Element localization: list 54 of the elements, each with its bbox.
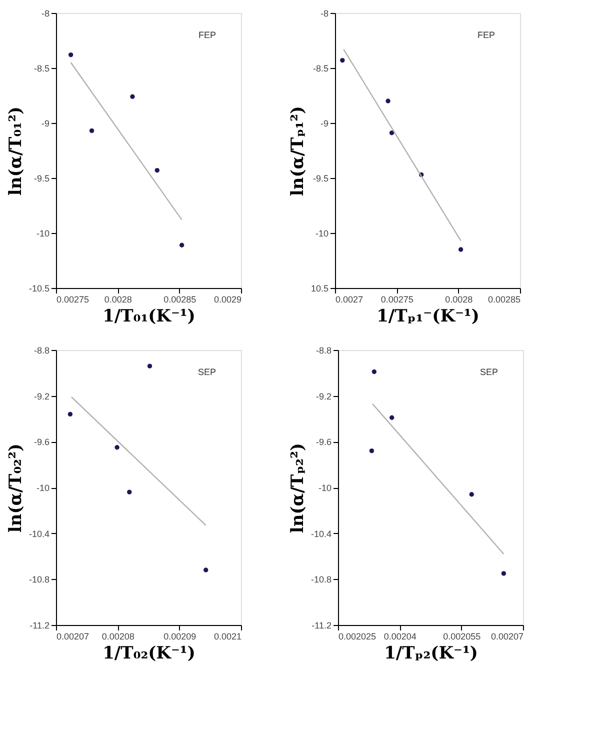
annotation: SEP bbox=[480, 367, 498, 377]
x-axis-title: 1/T₀₁(K⁻¹) bbox=[102, 306, 196, 326]
y-tick-label: -9 bbox=[320, 118, 328, 128]
x-axis-title: 1/Tₚ₂(K⁻¹) bbox=[384, 644, 478, 664]
y-tick-label: -9.6 bbox=[34, 437, 50, 448]
x-tick-label: 0.00207 bbox=[490, 632, 524, 642]
y-tick-label: -9.2 bbox=[316, 391, 332, 402]
y-tick-label: -8 bbox=[41, 8, 50, 18]
y-tick-label: -9 bbox=[41, 118, 50, 128]
x-tick-label: 0.0029 bbox=[214, 294, 242, 304]
x-tick-label: 0.00285 bbox=[488, 294, 520, 304]
y-axis-title: ln(α/T₀₁²) bbox=[6, 106, 26, 196]
y-tick-label: -10.8 bbox=[28, 574, 50, 585]
y-tick-label: -10 bbox=[318, 483, 332, 493]
y-tick-label: -9.2 bbox=[34, 391, 50, 402]
x-tick-label: 0.00207 bbox=[56, 632, 90, 642]
x-tick-label: 0.00209 bbox=[164, 632, 196, 642]
y-tick-label: -11.2 bbox=[312, 620, 332, 630]
y-tick-label: -9.6 bbox=[316, 437, 332, 448]
y-tick-label: -11.2 bbox=[30, 620, 50, 630]
y-axis-title: ln(α/T₀₂²) bbox=[6, 443, 26, 533]
x-axis-title: 1/T₀₂(K⁻¹) bbox=[102, 644, 196, 664]
x-tick-label: 0.00275 bbox=[380, 294, 414, 304]
x-tick-label: 0.0021 bbox=[214, 632, 242, 642]
annotation: SEP bbox=[198, 367, 216, 377]
y-axis-title: ln(α/Tₚ₁²) bbox=[288, 106, 308, 196]
x-tick-label: 0.00275 bbox=[56, 294, 90, 304]
y-tick-label: -9.5 bbox=[312, 174, 328, 184]
y-tick-label: -8 bbox=[320, 8, 328, 18]
y-tick-label: -8.8 bbox=[316, 346, 332, 356]
y-tick-label: -8.8 bbox=[34, 346, 50, 356]
x-tick-label: 0.002025 bbox=[338, 632, 376, 642]
y-tick-label: -10.5 bbox=[28, 284, 50, 294]
x-tick-label: 0.00208 bbox=[102, 632, 134, 642]
y-tick-label: -9.5 bbox=[34, 174, 50, 184]
y-tick-label: -10.4 bbox=[28, 528, 50, 539]
y-tick-label: -10.8 bbox=[310, 574, 332, 585]
x-axis-title: 1/Tₚ₁⁻(K⁻¹) bbox=[376, 306, 480, 326]
x-tick-label: 0.00285 bbox=[164, 294, 196, 304]
annotation: FEP bbox=[477, 30, 495, 40]
x-tick-label: 0.0027 bbox=[336, 294, 364, 304]
y-tick-label: -10 bbox=[36, 483, 50, 493]
x-tick-label: 0.002055 bbox=[443, 632, 481, 642]
y-tick-label: -10.4 bbox=[310, 528, 332, 539]
annotation: FEP bbox=[198, 30, 216, 40]
y-tick-label: 10.5 bbox=[310, 284, 328, 294]
x-tick-label: 0.00204 bbox=[384, 632, 416, 642]
y-tick-label: -10 bbox=[315, 228, 328, 238]
y-tick-label: -8.5 bbox=[34, 64, 50, 74]
y-axis-title: ln(α/Tₚ₂²) bbox=[288, 442, 308, 534]
x-tick-label: 0.0028 bbox=[445, 294, 473, 304]
y-tick-label: -8.5 bbox=[312, 64, 328, 74]
y-tick-label: -10 bbox=[36, 228, 50, 238]
x-tick-label: 0.0028 bbox=[104, 294, 132, 304]
